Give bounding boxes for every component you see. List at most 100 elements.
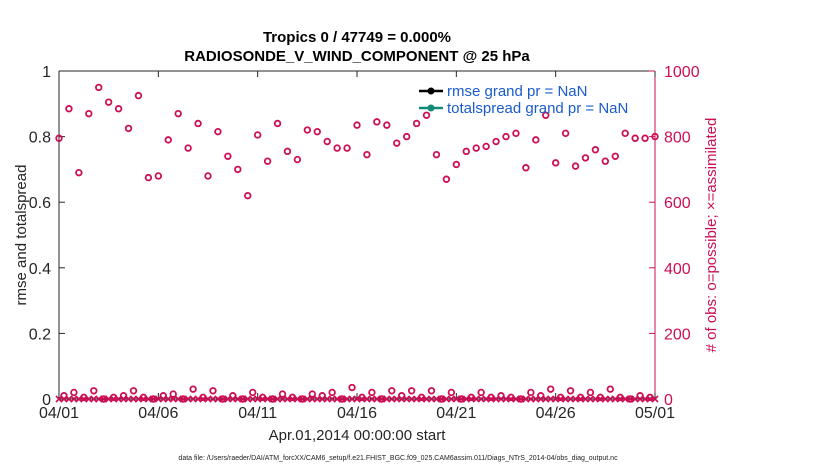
y-axis-right-label: # of obs: o=possible; ×=assimilated <box>703 118 720 353</box>
possible-obs-marker <box>248 388 257 397</box>
possible-obs-marker <box>368 388 376 397</box>
possible-obs-marker <box>184 144 192 152</box>
possible-obs-marker <box>621 129 629 138</box>
possible-obs-marker <box>561 129 570 138</box>
possible-obs-marker <box>278 390 287 398</box>
x-tick-label: 04/21 <box>436 405 476 422</box>
possible-obs-marker <box>492 137 500 146</box>
x-axis: 04/01 04/06 04/11 04/16 04/21 04/26 05/01 <box>39 71 675 422</box>
possible-obs-marker <box>591 146 600 154</box>
possible-obs-marker <box>144 173 153 182</box>
legend-rmse-marker <box>427 87 435 95</box>
possible-obs-marker <box>353 121 361 129</box>
y-right-tick-label: 800 <box>664 130 691 147</box>
possible-obs-marker <box>378 395 386 403</box>
possible-obs-marker <box>154 172 163 180</box>
possible-obs-marker <box>189 385 197 393</box>
y-left-tick-label: 0.6 <box>29 195 51 212</box>
legend: rmse grand pr = NaN totalspread grand pr… <box>419 83 628 117</box>
possible-obs-marker <box>512 129 520 138</box>
possible-obs-marker <box>169 390 177 398</box>
possible-obs-marker <box>566 387 575 395</box>
y-right-tick-label: 0 <box>664 392 673 409</box>
possible-obs-marker <box>234 165 242 174</box>
possible-obs-marker <box>55 134 63 142</box>
possible-obs-marker <box>114 105 123 113</box>
possible-obs-marker <box>477 388 485 397</box>
possible-obs-marker <box>626 395 634 403</box>
possible-obs-marker <box>611 152 619 160</box>
possible-obs-marker <box>457 395 465 403</box>
possible-obs-marker <box>85 109 93 118</box>
possible-obs-marker <box>641 134 649 142</box>
y-right-tick-label: 400 <box>664 261 691 278</box>
possible-obs-marker <box>472 144 480 152</box>
y-left-tick-label: 0.2 <box>29 326 51 343</box>
possible-obs-marker <box>164 136 172 144</box>
possible-obs-marker <box>149 395 158 403</box>
possible-obs-marker <box>273 119 282 128</box>
possible-obs-marker <box>542 111 550 119</box>
possible-obs-marker <box>308 390 316 398</box>
possible-obs-marker <box>442 175 451 183</box>
x-tick-label: 04/01 <box>39 405 79 422</box>
possible-obs-marker <box>373 118 381 126</box>
possible-obs-marker <box>303 126 312 134</box>
possible-obs-marker <box>522 164 530 172</box>
possible-obs-marker <box>462 147 470 156</box>
possible-obs-marker <box>631 134 639 142</box>
possible-obs-marker <box>527 388 535 397</box>
possible-obs-marker <box>482 142 490 151</box>
y-axis-left: 0 0.2 0.4 0.6 0.8 1 <box>29 64 65 409</box>
y-left-tick-label: 0.8 <box>29 130 51 147</box>
possible-obs-marker <box>65 105 73 113</box>
possible-obs-marker <box>427 387 436 395</box>
y-left-tick-label: 0.4 <box>29 261 51 278</box>
possible-obs-marker <box>517 395 525 403</box>
possible-obs-marker <box>532 136 540 144</box>
possible-obs-marker <box>194 119 202 128</box>
possible-obs-marker <box>263 157 272 165</box>
possible-obs-marker <box>298 395 307 403</box>
y-left-tick-label: 0 <box>42 392 51 409</box>
possible-obs-marker <box>601 157 610 165</box>
possible-obs-marker <box>333 144 341 152</box>
x-tick-label: 04/06 <box>138 405 178 422</box>
possible-obs-marker <box>651 132 659 141</box>
possible-obs-marker <box>124 124 133 133</box>
x-tick-label: 04/16 <box>337 405 377 422</box>
x-tick-label: 05/01 <box>635 405 675 422</box>
possible-obs-marker <box>323 137 331 146</box>
possible-obs-marker <box>388 387 396 395</box>
possible-obs-marker <box>402 132 411 141</box>
possible-obs-marker <box>99 395 108 403</box>
possible-obs-marker <box>551 159 560 167</box>
data-file-footer: data file: /Users/raeder/DAI/ATM_forcXX/… <box>178 455 618 462</box>
possible-obs-marker <box>293 155 302 164</box>
x-axis-label: Apr.01,2014 00:00:00 start <box>269 427 447 444</box>
possible-obs-marker <box>134 91 143 100</box>
y-right-tick-label: 1000 <box>664 64 700 81</box>
chart-title-line1: Tropics 0 / 47749 = 0.000% <box>263 29 451 46</box>
possible-obs-marker <box>90 387 98 395</box>
possible-obs-marker <box>586 388 595 397</box>
possible-obs-marker <box>338 395 346 403</box>
possible-obs-marker <box>606 385 614 393</box>
possible-obs-marker <box>343 144 351 152</box>
possible-obs-marker <box>239 395 247 403</box>
possible-obs-marker <box>214 127 222 136</box>
possible-obs-marker <box>174 109 182 118</box>
x-tick-label: 04/26 <box>536 405 576 422</box>
possible-obs-marker <box>502 132 510 141</box>
y-right-tick-label: 600 <box>664 195 691 212</box>
possible-obs-marker <box>393 139 401 147</box>
possible-obs-marker <box>209 387 217 395</box>
possible-obs-marker <box>104 98 113 106</box>
assimilated-obs-marker <box>651 395 659 403</box>
chart-title-line2: RADIOSONDE_V_WIND_COMPONENT @ 25 hPa <box>184 48 530 65</box>
possible-obs-marker <box>313 127 321 136</box>
possible-obs-marker <box>253 131 262 139</box>
legend-rmse-label: rmse grand pr = NaN <box>447 83 587 100</box>
possible-obs-marker <box>204 172 212 180</box>
